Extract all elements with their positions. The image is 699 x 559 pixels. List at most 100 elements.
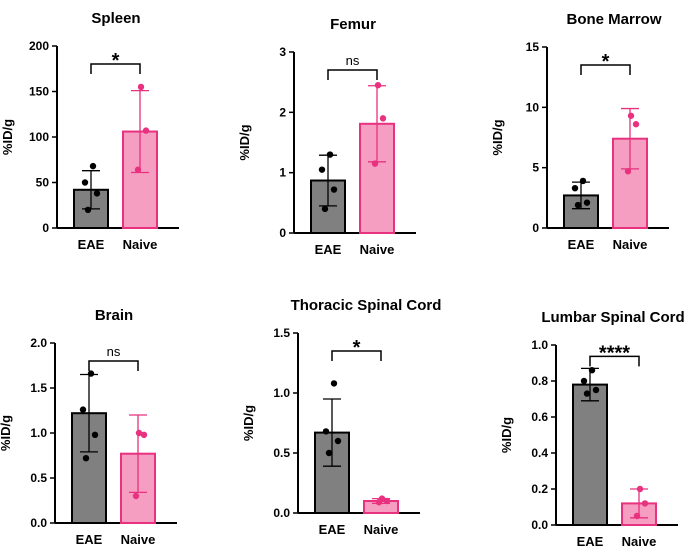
data-point xyxy=(592,386,600,394)
chart-title: Spleen xyxy=(91,10,140,27)
y-axis-label: %ID/g xyxy=(241,405,256,441)
data-point xyxy=(579,177,587,185)
y-axis-label: %ID/g xyxy=(490,119,505,155)
data-point xyxy=(322,428,330,435)
y-tick-label: 0 xyxy=(532,221,539,235)
chart-title: Lumbar Spinal Cord xyxy=(541,309,684,326)
significance-bracket xyxy=(327,69,378,80)
data-point xyxy=(636,485,644,493)
data-point xyxy=(624,168,632,175)
significance-bracket xyxy=(589,355,640,367)
y-tick-label: 1.5 xyxy=(30,381,47,395)
y-tick-label: 1.0 xyxy=(30,426,47,440)
y-axis-label: %ID/g xyxy=(499,417,514,453)
significance-bracket xyxy=(88,360,139,371)
y-tick-label: 0.2 xyxy=(531,482,548,496)
significance-bracket xyxy=(90,63,141,74)
y-tick-label: 1.0 xyxy=(273,386,290,400)
data-point xyxy=(379,115,387,122)
x-tick-label: EAE xyxy=(568,237,595,252)
data-point xyxy=(374,81,382,89)
significance-bracket xyxy=(580,64,631,75)
significance-label: * xyxy=(112,50,120,72)
x-tick-label: Naive xyxy=(123,237,158,252)
chart-title: Bone Marrow xyxy=(566,11,661,28)
data-point xyxy=(330,380,338,387)
data-point xyxy=(326,151,334,158)
data-point xyxy=(334,437,342,445)
chart-panel-1: Spleen %ID/g 0 50 100 150 200 EAE Naive * xyxy=(0,10,179,252)
chart-title: Brain xyxy=(95,307,133,324)
chart-panel-5: Thoracic Spinal Cord %ID/g 0.0 0.5 1.0 1.5 EAE… xyxy=(241,297,441,537)
data-point xyxy=(91,431,99,438)
y-tick-label: 10 xyxy=(526,100,540,114)
y-axis-label: %ID/g xyxy=(0,119,15,155)
chart-panel-6: Lumbar Spinal Cord %ID/g 0.0 0.2 0.4 0.6 0.8 1.… xyxy=(499,309,685,549)
significance-bracket xyxy=(331,350,382,361)
y-tick-label: 0 xyxy=(279,226,286,240)
significance-label: ns xyxy=(346,53,360,68)
y-tick-label: 15 xyxy=(526,40,540,54)
x-tick-label: EAE xyxy=(319,522,346,537)
data-point xyxy=(82,455,90,462)
data-point xyxy=(93,190,101,197)
data-point xyxy=(81,179,89,186)
chart-panel-2: Femur %ID/g 0 1 2 3 EAE Naive ns xyxy=(237,16,416,257)
data-point xyxy=(371,160,379,167)
data-point xyxy=(89,162,97,170)
data-point xyxy=(318,166,326,173)
data-point xyxy=(588,367,596,374)
data-point xyxy=(571,184,579,192)
data-point xyxy=(142,127,150,134)
x-tick-label: Naive xyxy=(364,522,399,537)
data-point xyxy=(632,121,640,128)
x-tick-label: EAE xyxy=(315,242,342,257)
data-point xyxy=(583,390,591,397)
bar-naive xyxy=(612,137,648,229)
y-tick-label: 0.5 xyxy=(273,446,290,460)
x-tick-label: EAE xyxy=(78,237,105,252)
data-point xyxy=(375,499,383,506)
y-tick-label: 0 xyxy=(42,221,49,235)
data-point xyxy=(87,370,95,377)
y-tick-label: 1.0 xyxy=(531,338,548,352)
data-point xyxy=(383,497,391,505)
significance-label: * xyxy=(353,337,361,359)
y-axis-label: %ID/g xyxy=(237,124,252,160)
data-point xyxy=(580,377,588,385)
data-point xyxy=(627,112,635,119)
y-tick-label: 150 xyxy=(29,85,49,99)
y-tick-label: 0.5 xyxy=(30,471,47,485)
x-tick-label: EAE xyxy=(577,534,604,549)
y-tick-label: 50 xyxy=(36,176,50,190)
data-point xyxy=(633,512,641,520)
y-tick-label: 200 xyxy=(29,39,49,53)
y-tick-label: 0.6 xyxy=(531,410,548,424)
bar-eae xyxy=(572,383,608,526)
y-tick-label: 5 xyxy=(532,161,539,175)
y-tick-label: 3 xyxy=(279,45,286,59)
y-tick-label: 0.8 xyxy=(531,374,548,388)
data-point xyxy=(84,206,92,213)
chart-title: Thoracic Spinal Cord xyxy=(291,297,442,314)
data-point xyxy=(135,429,143,437)
significance-label: ns xyxy=(107,344,121,359)
chart-panel-3: Bone Marrow %ID/g 0 5 10 15 EAE Naive * xyxy=(490,11,669,252)
x-tick-label: Naive xyxy=(360,242,395,257)
data-point xyxy=(321,205,329,213)
data-point xyxy=(140,431,148,438)
data-point xyxy=(574,201,582,209)
data-point xyxy=(79,406,87,413)
x-tick-label: Naive xyxy=(622,534,657,549)
data-point xyxy=(132,492,140,500)
y-tick-label: 0.0 xyxy=(531,518,548,532)
x-tick-label: Naive xyxy=(121,532,156,547)
x-tick-label: EAE xyxy=(76,532,103,547)
data-point xyxy=(134,166,142,173)
y-tick-label: 100 xyxy=(29,130,49,144)
data-point xyxy=(583,199,591,206)
y-axis-label: %ID/g xyxy=(0,415,13,451)
data-point xyxy=(330,186,338,193)
x-tick-label: Naive xyxy=(613,237,648,252)
